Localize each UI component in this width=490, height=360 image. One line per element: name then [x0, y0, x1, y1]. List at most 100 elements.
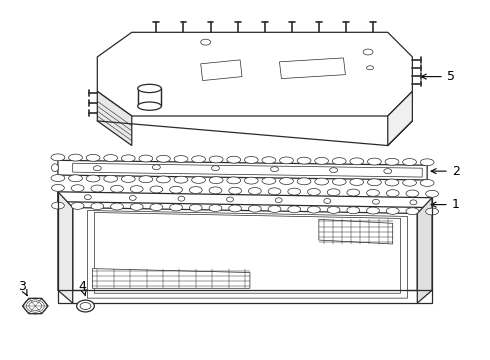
- Ellipse shape: [384, 169, 392, 174]
- Text: 5: 5: [421, 70, 455, 83]
- Ellipse shape: [209, 187, 222, 194]
- Ellipse shape: [139, 155, 153, 162]
- Ellipse shape: [130, 203, 143, 210]
- Text: 1: 1: [431, 198, 460, 211]
- Ellipse shape: [174, 156, 188, 162]
- Ellipse shape: [51, 202, 64, 209]
- Ellipse shape: [209, 156, 223, 163]
- Polygon shape: [73, 208, 417, 303]
- Ellipse shape: [268, 188, 281, 195]
- Polygon shape: [58, 192, 73, 303]
- Ellipse shape: [332, 178, 346, 185]
- Ellipse shape: [280, 177, 294, 185]
- Polygon shape: [73, 163, 422, 177]
- Polygon shape: [98, 91, 132, 145]
- Ellipse shape: [350, 179, 364, 185]
- Ellipse shape: [156, 155, 171, 162]
- Ellipse shape: [130, 186, 143, 193]
- Ellipse shape: [426, 190, 439, 197]
- Ellipse shape: [280, 157, 294, 164]
- Ellipse shape: [209, 204, 222, 212]
- Ellipse shape: [86, 175, 100, 182]
- Ellipse shape: [332, 158, 346, 165]
- Ellipse shape: [262, 157, 276, 163]
- Ellipse shape: [91, 185, 104, 192]
- Ellipse shape: [138, 102, 161, 110]
- Ellipse shape: [51, 184, 64, 191]
- Ellipse shape: [156, 176, 171, 183]
- Ellipse shape: [189, 186, 202, 193]
- Ellipse shape: [69, 175, 82, 182]
- Ellipse shape: [150, 186, 163, 193]
- Ellipse shape: [227, 177, 241, 184]
- Ellipse shape: [226, 197, 233, 202]
- Text: 3: 3: [19, 280, 27, 296]
- Ellipse shape: [138, 84, 161, 93]
- Polygon shape: [58, 192, 432, 208]
- Ellipse shape: [426, 208, 439, 215]
- Ellipse shape: [367, 189, 379, 196]
- Ellipse shape: [212, 166, 220, 171]
- Ellipse shape: [111, 185, 123, 192]
- Ellipse shape: [308, 206, 320, 213]
- Ellipse shape: [94, 166, 101, 171]
- Text: 4: 4: [78, 280, 86, 296]
- Ellipse shape: [368, 179, 381, 186]
- Ellipse shape: [104, 154, 118, 162]
- Ellipse shape: [268, 206, 281, 212]
- Ellipse shape: [327, 207, 340, 213]
- Polygon shape: [58, 290, 432, 303]
- Ellipse shape: [347, 189, 360, 196]
- Ellipse shape: [122, 155, 135, 162]
- Ellipse shape: [385, 179, 399, 186]
- Ellipse shape: [288, 206, 301, 213]
- Ellipse shape: [330, 168, 338, 172]
- Polygon shape: [319, 219, 392, 244]
- Text: 2: 2: [431, 165, 460, 177]
- Polygon shape: [58, 160, 427, 180]
- Polygon shape: [98, 32, 413, 116]
- Polygon shape: [388, 91, 413, 145]
- Ellipse shape: [150, 204, 163, 211]
- Ellipse shape: [410, 200, 417, 205]
- Ellipse shape: [275, 198, 282, 203]
- Ellipse shape: [403, 159, 416, 166]
- Polygon shape: [417, 198, 432, 303]
- Ellipse shape: [406, 190, 419, 197]
- Ellipse shape: [347, 207, 360, 214]
- Ellipse shape: [129, 195, 136, 201]
- Ellipse shape: [386, 207, 399, 214]
- Ellipse shape: [192, 176, 205, 183]
- Ellipse shape: [262, 177, 276, 184]
- Ellipse shape: [51, 164, 58, 172]
- Ellipse shape: [288, 188, 301, 195]
- Ellipse shape: [122, 176, 135, 183]
- Polygon shape: [95, 212, 400, 293]
- Ellipse shape: [71, 185, 84, 192]
- Ellipse shape: [201, 39, 211, 45]
- Ellipse shape: [91, 203, 104, 210]
- Ellipse shape: [245, 177, 258, 184]
- Ellipse shape: [297, 157, 311, 164]
- Polygon shape: [93, 269, 250, 288]
- Ellipse shape: [367, 66, 373, 70]
- Ellipse shape: [372, 199, 379, 204]
- Polygon shape: [88, 211, 408, 298]
- Ellipse shape: [111, 203, 123, 210]
- Ellipse shape: [170, 186, 182, 193]
- Polygon shape: [23, 298, 48, 314]
- Ellipse shape: [248, 188, 261, 194]
- Ellipse shape: [209, 177, 223, 184]
- Ellipse shape: [297, 178, 311, 185]
- Ellipse shape: [406, 208, 419, 215]
- Ellipse shape: [245, 157, 258, 163]
- Ellipse shape: [69, 154, 82, 161]
- Ellipse shape: [170, 204, 182, 211]
- Ellipse shape: [189, 204, 202, 211]
- Ellipse shape: [174, 176, 188, 183]
- Ellipse shape: [367, 207, 379, 214]
- Ellipse shape: [71, 202, 84, 210]
- Ellipse shape: [80, 302, 91, 310]
- Ellipse shape: [152, 165, 160, 170]
- Polygon shape: [201, 60, 242, 81]
